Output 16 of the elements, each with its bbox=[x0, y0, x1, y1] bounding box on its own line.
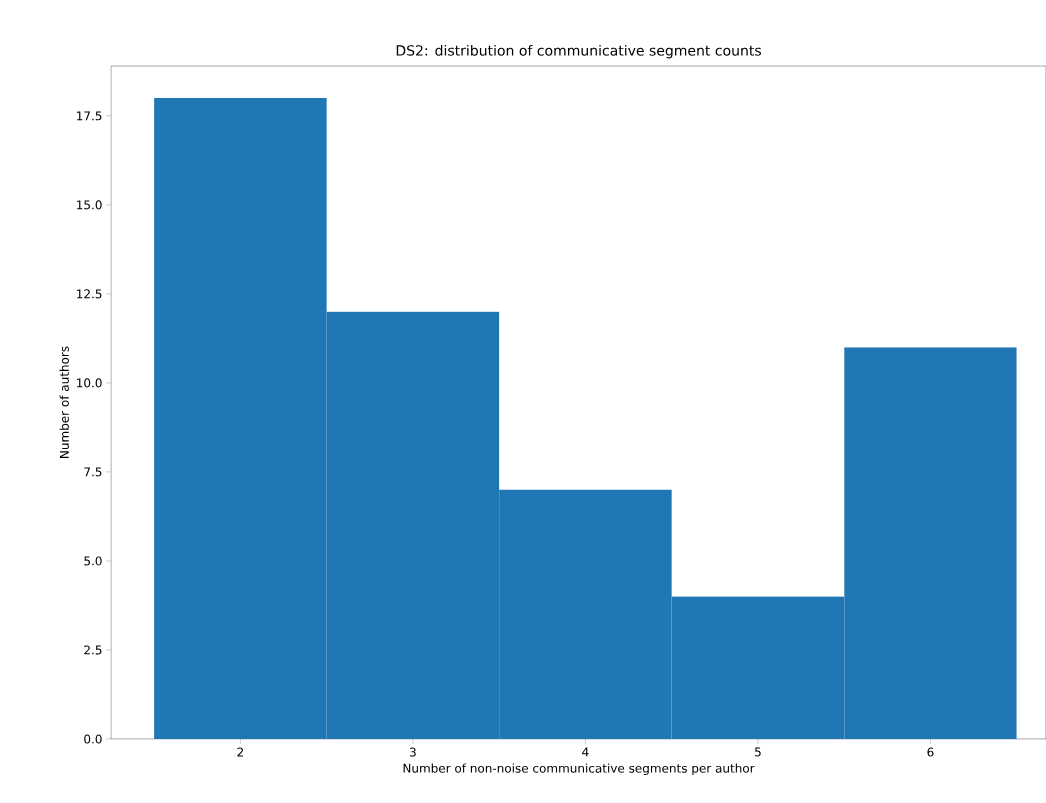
y-tick-label: 15.0 bbox=[77, 200, 102, 210]
y-axis-title: Number of authors bbox=[59, 346, 69, 458]
y-tick-label: 7.5 bbox=[84, 467, 102, 477]
x-tick-label: 4 bbox=[582, 747, 589, 757]
y-tick-label: 17.5 bbox=[77, 111, 102, 121]
y-tick-label: 10.0 bbox=[77, 378, 102, 388]
y-tick-label: 5.0 bbox=[84, 556, 102, 566]
y-tick-label: 12.5 bbox=[77, 289, 102, 299]
x-tick-label: 3 bbox=[409, 747, 416, 757]
x-tick-label: 5 bbox=[755, 747, 761, 757]
y-tick-label: 0.0 bbox=[84, 734, 102, 744]
x-tick-label: 6 bbox=[927, 747, 934, 757]
x-tick-label: 2 bbox=[237, 747, 243, 757]
x-axis-title: Number of non-noise communicative segments per author bbox=[403, 763, 755, 776]
chart-title: DS2: distribution of communicative segment counts bbox=[396, 44, 761, 59]
y-tick-label: 2.5 bbox=[84, 645, 102, 655]
